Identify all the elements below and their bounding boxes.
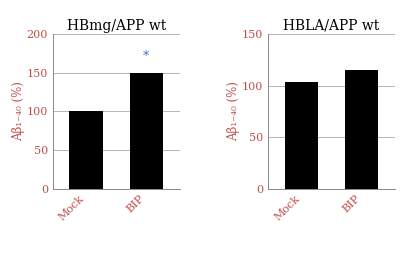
Y-axis label: Aβ₁₋₄₀ (%): Aβ₁₋₄₀ (%) xyxy=(12,81,25,141)
Title: HBLA/APP wt: HBLA/APP wt xyxy=(283,19,380,33)
Bar xyxy=(285,83,318,189)
Bar xyxy=(345,70,378,189)
Y-axis label: Aβ₁₋₄₀ (%): Aβ₁₋₄₀ (%) xyxy=(228,81,241,141)
Bar xyxy=(70,111,103,189)
Bar xyxy=(130,73,163,189)
Text: *: * xyxy=(143,50,149,63)
Title: HBmg/APP wt: HBmg/APP wt xyxy=(67,19,166,33)
